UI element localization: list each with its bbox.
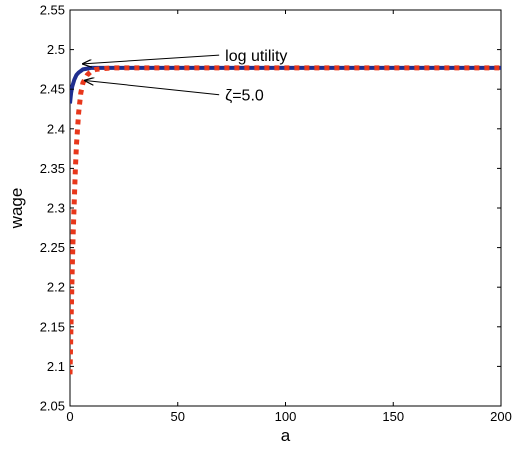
y-tick-label: 2.45 (40, 82, 65, 97)
y-tick-label: 2.1 (47, 359, 65, 374)
series-layer (70, 65, 501, 375)
annotation-label-1: log utility (225, 48, 287, 65)
x-tick-label: 50 (171, 409, 185, 424)
y-tick-label: 2.05 (40, 399, 65, 414)
series-line-1 (70, 65, 501, 104)
y-tick-label: 2.3 (47, 201, 65, 216)
annotations: log utility ζ=5.0 (83, 48, 287, 105)
y-axis-label: wage (7, 188, 26, 230)
y-tick-label: 2.4 (47, 121, 65, 136)
annotation-label-2: ζ=5.0 (225, 88, 264, 105)
annotation-arrow-1 (83, 54, 220, 64)
y-tick-label: 2.35 (40, 161, 65, 176)
y-tick-label: 2.15 (40, 319, 65, 334)
x-axis-label: a (281, 426, 291, 445)
annotation-arrow-2 (85, 80, 220, 96)
x-tick-label: 150 (382, 409, 404, 424)
series-line-2 (70, 65, 501, 375)
y-tick-label: 2.25 (40, 240, 65, 255)
y-tick-label: 2.5 (47, 42, 65, 57)
y-tick-label: 2.2 (47, 280, 65, 295)
x-axis-ticks: 0 50 100 150 200 (66, 10, 512, 424)
x-tick-label: 100 (275, 409, 297, 424)
y-tick-label: 2.55 (40, 3, 65, 18)
y-axis-ticks: 2.05 2.1 2.15 2.2 2.25 2.3 2.35 2.4 2.45 2.5 2.55 (40, 3, 501, 414)
plot-area (69, 9, 502, 407)
x-tick-label: 0 (66, 409, 73, 424)
x-tick-label: 200 (490, 409, 512, 424)
